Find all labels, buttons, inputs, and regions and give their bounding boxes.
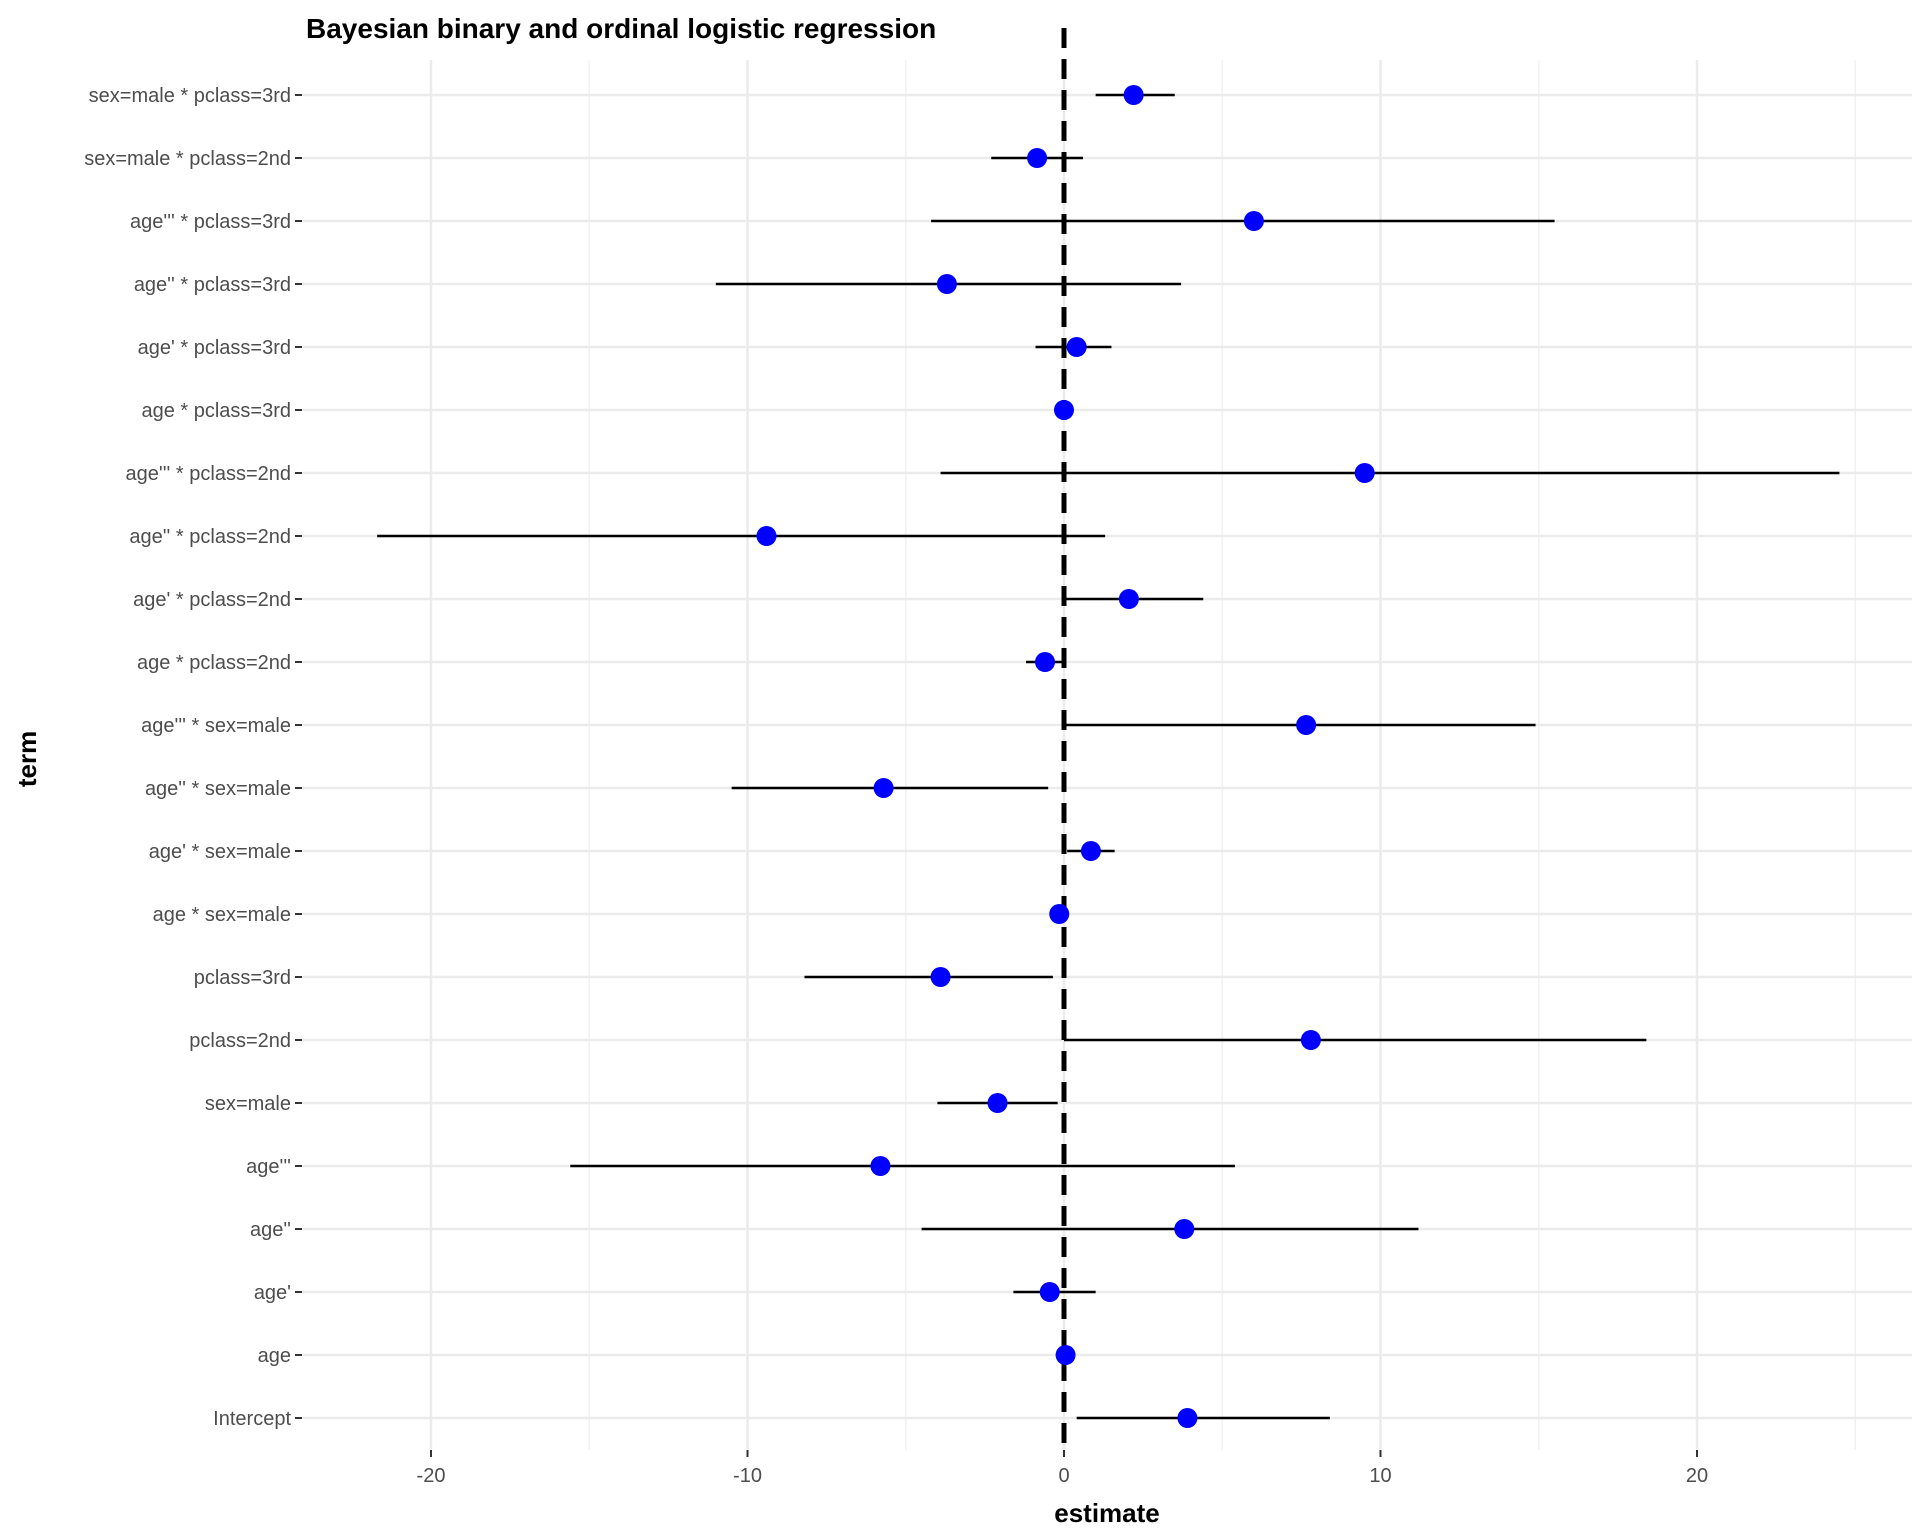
estimate-point: [1054, 400, 1074, 420]
point-layer: [756, 85, 1375, 1428]
estimate-point: [870, 1156, 891, 1176]
estimate-point: [1049, 904, 1070, 924]
estimate-point: [936, 274, 957, 294]
estimate-point: [1123, 85, 1144, 105]
estimate-point: [1035, 652, 1056, 672]
estimate-point: [1080, 841, 1101, 861]
x-axis: -20 -10 0 10 20: [417, 1450, 1708, 1487]
y-tick-label: age''' * pclass=2nd: [126, 463, 291, 485]
x-axis-title: estimate: [1054, 1498, 1160, 1528]
y-tick-label: age * pclass=3rd: [141, 400, 291, 422]
y-tick-label: age'': [250, 1219, 291, 1241]
y-tick-label: age''' * pclass=3rd: [130, 211, 291, 233]
x-tick-label: 0: [1058, 1465, 1069, 1487]
y-tick-label: age''': [246, 1156, 291, 1178]
x-tick-label: 10: [1369, 1465, 1391, 1487]
x-tick-label: -10: [733, 1465, 762, 1487]
x-tick-label: -20: [417, 1465, 446, 1487]
y-axis-title: term: [12, 731, 42, 787]
chart-title: Bayesian binary and ordinal logistic reg…: [306, 13, 936, 44]
estimate-point: [1177, 1408, 1198, 1428]
y-tick-label: age * pclass=2nd: [137, 652, 291, 674]
estimate-point: [1354, 463, 1375, 483]
estimate-point: [1055, 1345, 1076, 1365]
y-tick-label: age'' * pclass=3rd: [134, 274, 291, 296]
estimate-point: [1066, 337, 1087, 357]
estimate-point: [873, 778, 894, 798]
estimate-point: [1039, 1282, 1060, 1302]
grid: [302, 60, 1912, 1450]
estimate-point: [1243, 211, 1264, 231]
estimate-point: [1174, 1219, 1195, 1239]
y-tick-label: pclass=3rd: [194, 967, 291, 989]
estimate-point: [1296, 715, 1317, 735]
y-tick-label: age'' * sex=male: [145, 778, 291, 800]
y-tick-label: sex=male * pclass=3rd: [89, 85, 291, 107]
y-tick-label: sex=male: [205, 1093, 291, 1115]
estimate-point: [1300, 1030, 1321, 1050]
estimate-point: [756, 526, 777, 546]
y-tick-label: age: [258, 1345, 291, 1367]
x-tick-label: 20: [1686, 1465, 1708, 1487]
estimate-point: [930, 967, 951, 987]
y-tick-label: age'' * pclass=2nd: [129, 526, 291, 548]
y-tick-label: sex=male * pclass=2nd: [84, 148, 291, 170]
y-tick-label: pclass=2nd: [189, 1030, 291, 1052]
y-tick-label: age''' * sex=male: [141, 715, 291, 737]
y-tick-label: age' * sex=male: [149, 841, 291, 863]
y-tick-label: age': [254, 1282, 291, 1304]
estimate-point: [1027, 148, 1048, 168]
y-tick-label: age' * pclass=3rd: [138, 337, 291, 359]
estimate-point: [1118, 589, 1139, 609]
y-tick-label: age' * pclass=2nd: [133, 589, 291, 611]
y-tick-label: Intercept: [213, 1408, 291, 1430]
y-axis: Intercept age age' age'' age''' sex=male pclas…: [84, 85, 302, 1430]
interval-layer: [377, 93, 1840, 1420]
estimate-point: [987, 1093, 1008, 1113]
y-tick-label: age * sex=male: [153, 904, 291, 926]
